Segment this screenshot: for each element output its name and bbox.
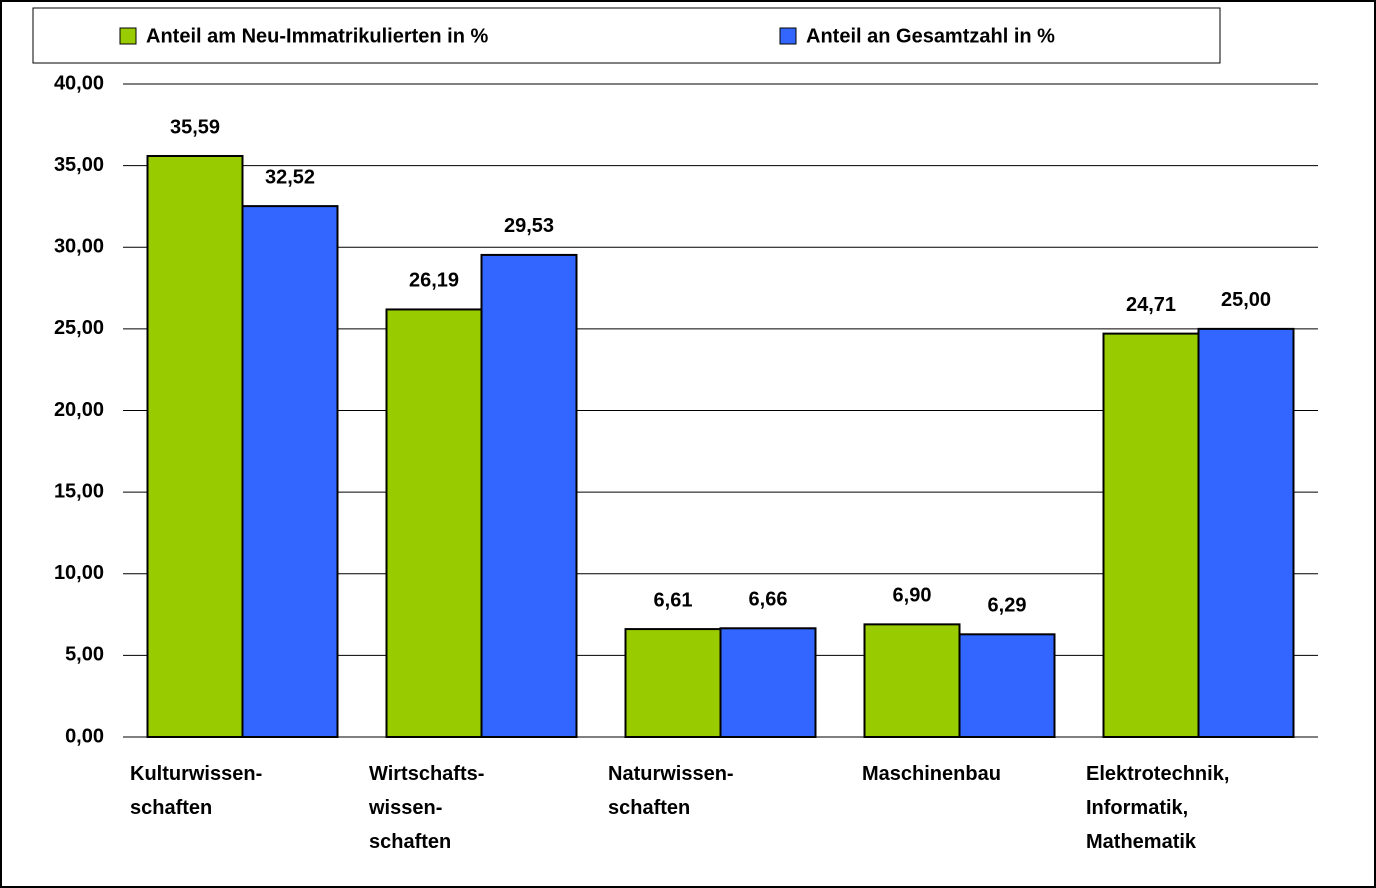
value-label: 26,19: [409, 270, 459, 292]
x-tick-label: Elektrotechnik, Informatik, Mathematik: [1086, 763, 1230, 853]
y-tick-label: 15,00: [54, 480, 104, 502]
legend-box: [32, 7, 1221, 64]
bar: [719, 627, 817, 739]
legend-label: Anteil am Neu-Immatrikulierten in %: [146, 25, 489, 47]
value-label: 29,53: [504, 215, 554, 237]
bar: [146, 154, 244, 739]
y-tick-label: 10,00: [54, 562, 104, 584]
bar: [1197, 327, 1295, 738]
x-tick-label: Kulturwissen- schaften: [130, 763, 263, 819]
value-label: 25,00: [1221, 289, 1271, 311]
y-tick-label: 25,00: [54, 317, 104, 339]
x-tick-label: Wirtschafts- wissen- schaften: [369, 763, 485, 853]
y-tick-label: 40,00: [54, 72, 104, 94]
value-label: 6,61: [654, 589, 693, 611]
value-label: 6,90: [893, 585, 932, 607]
value-label: 6,29: [988, 595, 1027, 617]
bar: [241, 205, 339, 738]
bar: [863, 623, 961, 738]
value-label: 32,52: [265, 166, 315, 188]
y-tick-label: 20,00: [54, 399, 104, 421]
bar: [1102, 332, 1200, 738]
bar: [624, 628, 722, 738]
value-label: 24,71: [1126, 294, 1176, 316]
bar: [958, 633, 1056, 738]
bar: [480, 253, 578, 738]
legend-swatch: [779, 27, 797, 45]
x-tick-label: Maschinenbau: [862, 763, 1001, 785]
y-tick-label: 0,00: [65, 725, 104, 747]
x-tick-label: Naturwissen- schaften: [608, 763, 734, 819]
y-tick-label: 5,00: [65, 644, 104, 666]
legend-swatch: [119, 27, 137, 45]
y-tick-label: 30,00: [54, 236, 104, 258]
legend-label: Anteil an Gesamtzahl in %: [806, 25, 1055, 47]
bar: [385, 308, 483, 738]
value-label: 35,59: [170, 116, 220, 138]
y-tick-label: 35,00: [54, 154, 104, 176]
value-label: 6,66: [749, 589, 788, 611]
